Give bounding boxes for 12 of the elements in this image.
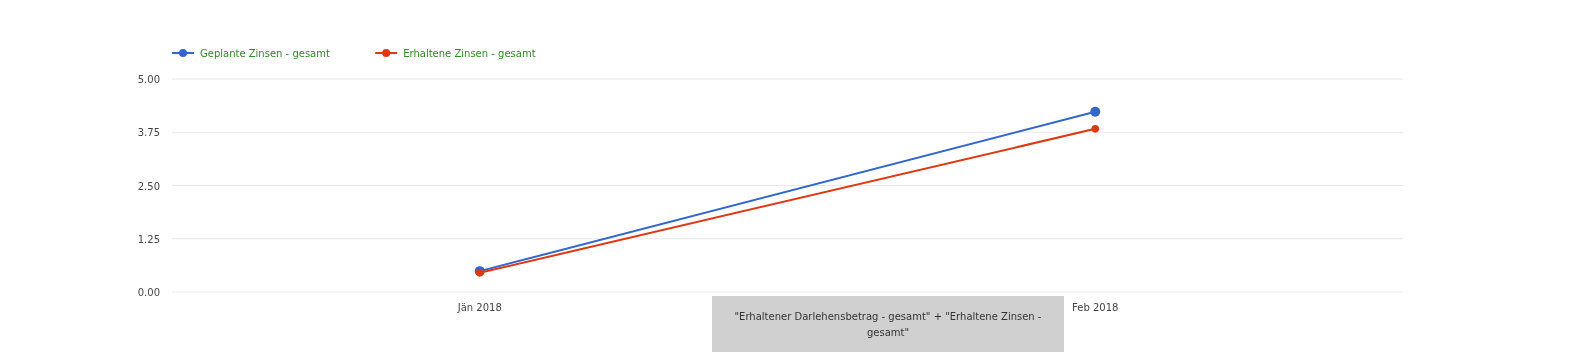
y-tick-label: 0.00 xyxy=(137,287,160,298)
y-tick-label: 5.00 xyxy=(137,74,160,85)
x-tick-label: Feb 2018 xyxy=(1072,302,1119,313)
y-tick-label: 3.75 xyxy=(137,127,160,139)
point xyxy=(1091,125,1100,133)
x-tick-label: Jän 2018 xyxy=(456,302,502,313)
y-tick-label: 1.25 xyxy=(137,233,160,245)
text: "Erhaltener Darlehensbetrag - gesamt" + "Erhaltene Zinsen - gesamt" xyxy=(734,311,1042,338)
legend-label: Erhaltene Zinsen - gesamt xyxy=(403,48,536,59)
legend-label: Geplante Zinsen - gesamt xyxy=(200,48,330,59)
point xyxy=(1090,106,1101,117)
y-tick-label: 2.50 xyxy=(137,180,160,192)
